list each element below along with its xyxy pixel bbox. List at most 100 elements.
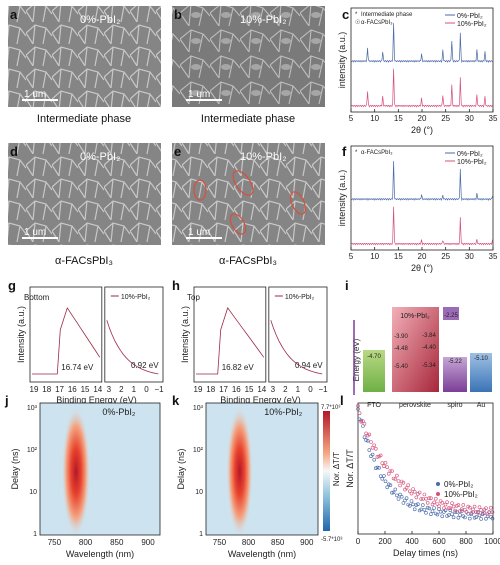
y-tick-label: 10² <box>27 447 38 454</box>
x-tick-label: −1 <box>154 385 164 394</box>
plot-frame <box>357 402 494 535</box>
y-axis-label: Delay (ns) <box>10 448 20 489</box>
data-point <box>490 516 495 521</box>
data-point <box>437 504 441 509</box>
data-point <box>477 513 482 518</box>
series-line <box>270 320 323 375</box>
highlight-ellipse <box>193 179 207 201</box>
data-point <box>459 509 464 513</box>
data-point <box>390 469 394 473</box>
colorbar-label: Nor. ΔT/T <box>332 452 341 486</box>
x-axis-label: 2θ (°) <box>411 125 433 135</box>
data-point <box>425 500 430 505</box>
x-tick-label: 15 <box>394 114 403 123</box>
y-axis-label: intensity (a.u.) <box>337 32 347 89</box>
series-line <box>106 320 159 375</box>
onset-label: 0.92 eV <box>131 361 159 370</box>
panel-letter: b <box>174 7 182 22</box>
data-point <box>393 487 398 492</box>
signal-blob <box>61 405 91 538</box>
y-tick-label: 10² <box>193 447 204 454</box>
x-tick-label: 35 <box>489 114 498 123</box>
data-point <box>474 510 479 514</box>
data-point <box>422 507 427 512</box>
data-point <box>385 465 390 470</box>
fermi-left: -4.48 <box>394 346 408 352</box>
data-point <box>370 445 375 450</box>
data-point <box>440 500 445 505</box>
x-tick-label: 17 <box>219 385 228 394</box>
chart-c: c 5 10 15 20 25 30 35 2θ (°) intensity (a.u.) 0%-… <box>337 7 498 135</box>
y-axis-label: Nor. ΔT/T <box>345 449 355 488</box>
left-frame <box>29 286 103 383</box>
layer-label: FTO <box>367 402 381 409</box>
plot-frame <box>39 402 161 536</box>
x-axis-label: Delay times (ns) <box>393 548 458 558</box>
fto-level: -4.70 <box>367 354 381 360</box>
perovskite-block <box>392 307 439 392</box>
data-point <box>380 461 385 465</box>
x-tick-label: 800 <box>79 538 93 547</box>
data-point <box>412 489 417 494</box>
y-axis-label: Energy (eV) <box>352 338 361 381</box>
x-axis-label: Binding Energy (eV) <box>220 395 301 405</box>
data-point <box>472 504 477 509</box>
data-point <box>467 516 472 521</box>
scale-label: 1 um <box>188 227 210 238</box>
data-point <box>393 477 398 481</box>
data-point <box>406 483 411 488</box>
panel-d: d 0%-PbI₂ 1 um α-FACsPbI₃ <box>8 143 161 267</box>
x-tick-label: 5 <box>349 114 354 123</box>
x-tick-label: 10 <box>370 114 379 123</box>
panel-a: a 0%-PbI₂ 1 um Intermediate phase <box>8 6 161 125</box>
data-point <box>420 503 425 507</box>
data-point <box>471 507 475 512</box>
data-point <box>472 515 477 520</box>
data-point <box>459 507 464 512</box>
data-point <box>476 510 480 515</box>
data-point <box>461 503 466 507</box>
panel-letter: c <box>342 7 349 22</box>
right-frame <box>268 286 328 383</box>
colorbar <box>323 411 330 531</box>
data-point <box>407 489 412 494</box>
chart-j: j 0%-PbI₂ 750 800 850 900 1 10 10² 10³ Wavelength… <box>4 393 161 559</box>
signal-blob <box>226 405 254 538</box>
data-point <box>429 496 433 501</box>
panel-letter: l <box>340 393 344 408</box>
panel-letter: i <box>345 278 349 293</box>
data-point <box>450 512 454 517</box>
data-point <box>430 502 435 507</box>
data-point <box>485 514 490 519</box>
colorbar-min: -5.7*10³ <box>321 537 342 543</box>
panel-letter: g <box>8 278 16 293</box>
data-point <box>442 506 446 511</box>
x-tick-label: 20 <box>418 114 427 123</box>
heatmap-label: 0%-PbI₂ <box>102 407 136 417</box>
legend-label: α-FACsPbI₃ <box>361 20 393 26</box>
data-point <box>383 460 388 465</box>
vb-left: -5.40 <box>394 364 408 370</box>
x-tick-label: 200 <box>378 537 392 546</box>
spiro-homo: -5.22 <box>448 359 462 365</box>
x-tick-label: 0 <box>356 537 361 546</box>
data-point <box>359 418 364 423</box>
panel-letter: h <box>172 278 180 293</box>
x-tick-label: 2 <box>119 385 124 394</box>
data-point <box>390 490 394 495</box>
x-tick-label: 1000 <box>484 537 500 546</box>
data-point <box>398 483 402 488</box>
data-point <box>477 505 482 510</box>
data-point <box>429 512 433 517</box>
x-tick-label: 750 <box>213 538 227 547</box>
fto-block <box>363 350 385 392</box>
y-tick-label: 1 <box>33 531 37 538</box>
heatmap-bg <box>206 403 318 535</box>
x-axis-label: Wavelength (nm) <box>228 549 296 559</box>
data-point <box>369 440 373 444</box>
y-axis-label: intensity (a.u.) <box>337 170 347 227</box>
spiro-lumo: -2.25 <box>444 313 458 319</box>
scale-label: 1 um <box>24 227 46 238</box>
x-tick-label: 800 <box>242 538 256 547</box>
data-point <box>445 500 449 505</box>
